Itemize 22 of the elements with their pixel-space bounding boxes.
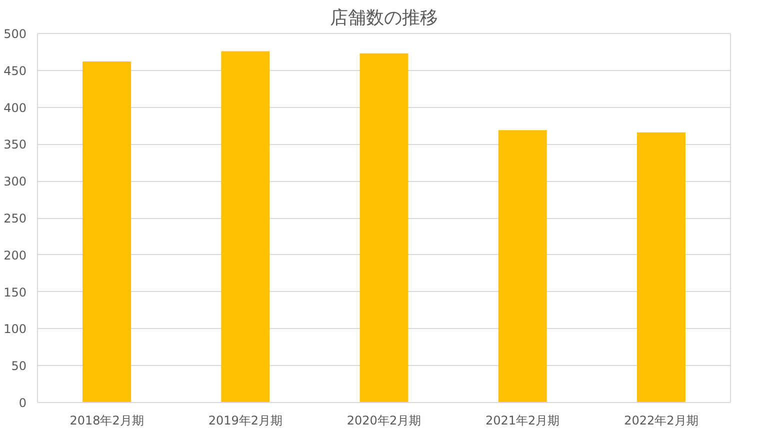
y-tick-label: 0	[18, 396, 27, 410]
x-tick-label: 2018年2月期	[70, 414, 144, 428]
chart-title: 店舗数の推移	[330, 8, 438, 28]
bar	[636, 132, 686, 402]
y-tick-label: 100	[4, 322, 26, 336]
bar	[221, 51, 270, 402]
bar	[82, 62, 132, 402]
y-tick-label: 200	[4, 248, 26, 262]
y-tick-label: 400	[4, 100, 26, 115]
y-tick-label: 50	[11, 359, 27, 374]
x-tick-label: 2022年2月期	[624, 414, 698, 428]
y-tick-label: 150	[4, 285, 26, 300]
x-tick-label: 2019年2月期	[208, 414, 282, 428]
y-tick-label: 350	[4, 138, 26, 152]
x-tick-label: 2020年2月期	[346, 414, 422, 428]
bar	[498, 130, 547, 402]
bar	[360, 53, 408, 402]
y-tick-label: 250	[4, 212, 26, 226]
y-tick-label: 450	[4, 64, 26, 78]
y-tick-label: 500	[4, 27, 26, 41]
x-tick-label: 2021年2月期	[486, 414, 560, 428]
y-tick-label: 300	[4, 174, 26, 189]
